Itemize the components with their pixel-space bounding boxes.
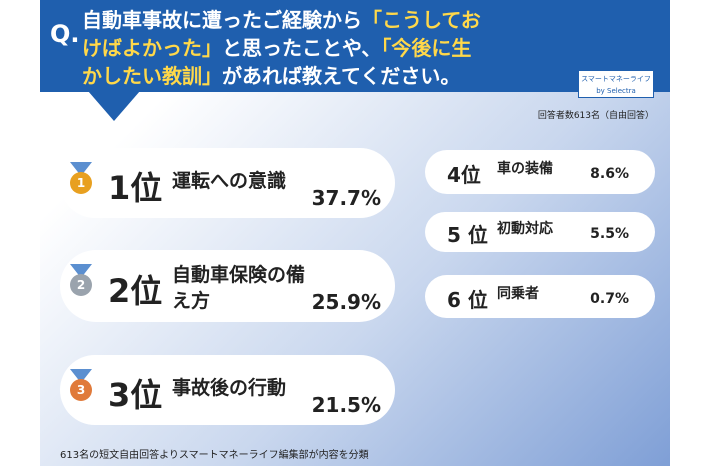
rank: 1位 [108,169,163,207]
rank-card: 1 1位 運転への意識 37.7% [60,148,395,218]
percent: 25.9% [311,290,381,314]
rank: 3位 [108,376,163,414]
percent: 37.7% [311,186,381,210]
header-pointer [88,91,140,121]
label: 自動車保険の備え方 [172,264,306,312]
label: 初動対応 [497,221,553,237]
percent: 21.5% [311,393,381,417]
percent: 8.6% [590,166,629,182]
logo: スマートマネーライフ by Selectra [578,70,654,98]
percent: 5.5% [590,226,629,242]
rank-card: 3 3位 事故後の行動 21.5% [60,355,395,425]
respondents: 回答者数613名（自由回答） [537,111,654,121]
percent: 0.7% [590,290,629,307]
rank: 2位 [108,272,163,310]
medal: 2 [70,274,92,296]
label: 同乗者 [497,285,539,302]
medal: 3 [70,379,92,401]
question-part: 「こうしておけばよかった」 [82,8,481,60]
rank: 5 位 [447,223,488,247]
question: 自動車事故に遭ったご経験から「こうしておけばよかった」と思ったことや、「今後に生… [82,6,482,90]
rank-card: 2 2位 自動車保険の備え方 25.9% [60,250,395,322]
header [40,0,670,92]
rank-card: 5 位初動対応 5.5% [425,212,655,252]
logo-name: スマートマネーライフ [581,75,651,83]
q-mark: Q. [50,20,80,48]
question-part: があれば教えてください。 [222,64,461,88]
rank: 6 位 [447,287,488,312]
question-part: 「今後に生かしたい教訓」 [82,36,472,88]
question-part: 自動車事故に遭ったご経験から [82,8,362,32]
question-part: と思ったことや、 [222,36,382,60]
logo-by: by Selectra [596,87,636,95]
label: 事故後の行動 [172,377,287,399]
medal: 1 [70,172,92,194]
label: 車の装備 [497,161,553,177]
rank: 4位 [447,163,481,187]
rank-card: 4位 車の装備 8.6% [425,150,655,194]
rank-card: 6 位同乗者 0.7% [425,275,655,318]
label: 運転への意識 [172,170,287,192]
footer: 613名の短文自由回答よりスマートマネーライフ編集部が内容を分類 [60,450,369,461]
